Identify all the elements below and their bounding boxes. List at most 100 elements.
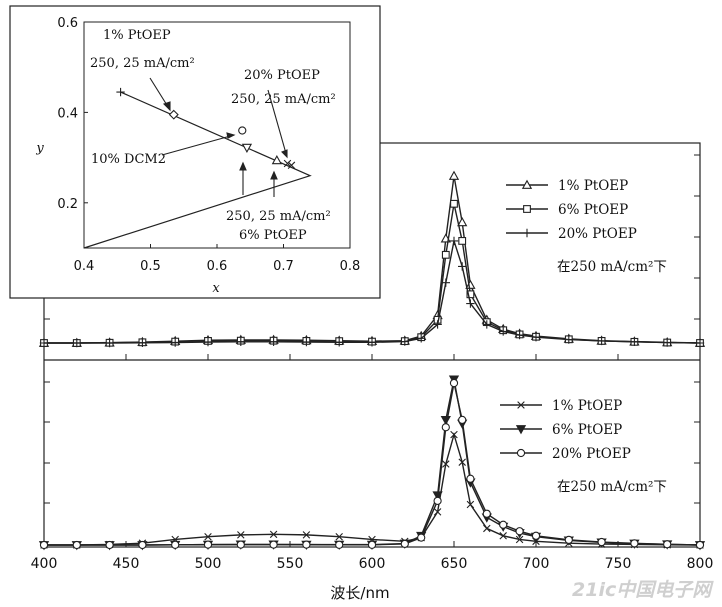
data-point [302, 540, 311, 549]
data-point [450, 199, 458, 208]
upper-legend: 1% PtOEP 6% PtOEP 20% PtOEP 在250 mA/cm²下 [506, 178, 667, 275]
legend-label: 1% PtOEP [558, 178, 628, 194]
data-point [335, 532, 343, 541]
inset-annot-2: 250, 25 mA/cm² [90, 56, 195, 71]
legend-marker [522, 228, 532, 238]
data-point [433, 496, 442, 505]
legend-marker [517, 401, 525, 409]
inset-point [168, 109, 179, 120]
inset-y-tick-label: 0.2 [57, 197, 78, 212]
inset-y-tick-label: 0.4 [57, 106, 78, 121]
inset-annot-7: 6% PtOEP [239, 228, 307, 243]
legend-label: 20% PtOEP [552, 446, 631, 462]
data-point [400, 337, 409, 346]
data-point [531, 531, 541, 540]
x-tick-label: 750 [605, 556, 632, 572]
data-point [466, 299, 475, 308]
data-point [466, 500, 475, 509]
data-point [39, 338, 49, 348]
data-point [171, 338, 180, 347]
data-point [458, 237, 467, 245]
data-point [302, 337, 311, 347]
data-point [417, 533, 426, 542]
data-point [531, 333, 541, 342]
inset-x-tick-label: 0.8 [340, 259, 361, 274]
lower-panel-series [38, 375, 706, 551]
data-point [335, 338, 344, 347]
data-point [400, 539, 409, 549]
data-point [203, 540, 213, 549]
inset-boundary [83, 91, 312, 249]
data-point [564, 335, 573, 344]
legend-marker [516, 448, 526, 458]
legend-label: 6% PtOEP [558, 202, 628, 218]
inset-y-tick-label: 0.6 [57, 16, 78, 31]
data-point [482, 509, 491, 518]
data-point [237, 531, 245, 539]
data-point [466, 474, 475, 483]
data-point [499, 520, 508, 529]
legend-label: 6% PtOEP [552, 422, 622, 438]
legend-label: 20% PtOEP [558, 226, 637, 242]
cie-inset: 0.4 0.5 0.6 0.7 0.8 0.2 0.4 0.6 x y 1% PtOEP 25… [9, 5, 381, 299]
data-point [269, 530, 278, 539]
data-point [417, 334, 426, 343]
data-point [515, 535, 524, 544]
x-tick-label: 600 [359, 556, 386, 572]
data-point [499, 532, 507, 540]
inset-ticks: 0.4 0.5 0.6 0.7 0.8 0.2 0.4 0.6 [57, 16, 360, 274]
data-point [458, 415, 467, 424]
inset-series [83, 87, 312, 249]
inset-x-tick-label: 0.6 [207, 259, 228, 274]
upper-panel-series [38, 170, 706, 348]
data-point [663, 338, 672, 347]
data-point [367, 540, 377, 549]
data-point [269, 540, 278, 549]
data-point [236, 337, 245, 347]
inset-annot-3: 20% PtOEP [244, 68, 320, 83]
data-point [72, 540, 81, 550]
x-tick-label: 550 [277, 556, 304, 572]
inset-x-tick-label: 0.4 [74, 259, 95, 274]
inset-frame [9, 5, 381, 299]
data-point [138, 540, 147, 550]
data-point [335, 540, 344, 549]
inset-point [238, 126, 247, 135]
data-point [433, 320, 442, 329]
legend-marker [515, 425, 527, 435]
inset-annot-6: 250, 25 mA/cm² [226, 209, 331, 224]
inset-annot-4: 250, 25 mA/cm² [231, 92, 336, 107]
data-point [630, 539, 639, 548]
data-point [171, 540, 180, 549]
inset-annot-5: 10% DCM2 [91, 152, 166, 167]
inset-x-tick-label: 0.5 [140, 259, 161, 274]
data-point [441, 423, 450, 432]
data-point [105, 338, 114, 348]
data-point [597, 537, 606, 547]
lower-annotation: 在250 mA/cm²下 [557, 479, 667, 495]
data-point [367, 338, 377, 347]
inset-y-label: y [35, 141, 44, 156]
data-point [441, 250, 450, 259]
watermark: 21ic中国电子网 [572, 579, 714, 601]
data-point [236, 540, 245, 549]
data-point [597, 336, 606, 346]
data-point [630, 337, 639, 347]
data-point [482, 320, 491, 329]
data-point [663, 540, 672, 549]
data-point [105, 540, 114, 550]
inset-point [283, 159, 292, 168]
x-axis-ticks: 400 450 500 550 600 650 700 750 800 [31, 354, 713, 572]
data-point [449, 378, 459, 388]
data-point [269, 337, 278, 347]
inset-x-label: x [212, 281, 220, 296]
x-tick-label: 700 [523, 556, 550, 572]
inset-point [241, 143, 253, 153]
inset-point [271, 154, 282, 165]
data-point [515, 527, 524, 536]
data-point [203, 337, 213, 347]
data-point [450, 430, 458, 439]
inset-point [287, 161, 296, 170]
upper-annotation: 在250 mA/cm²下 [557, 259, 667, 275]
x-axis-label: 波长/nm [330, 584, 389, 602]
